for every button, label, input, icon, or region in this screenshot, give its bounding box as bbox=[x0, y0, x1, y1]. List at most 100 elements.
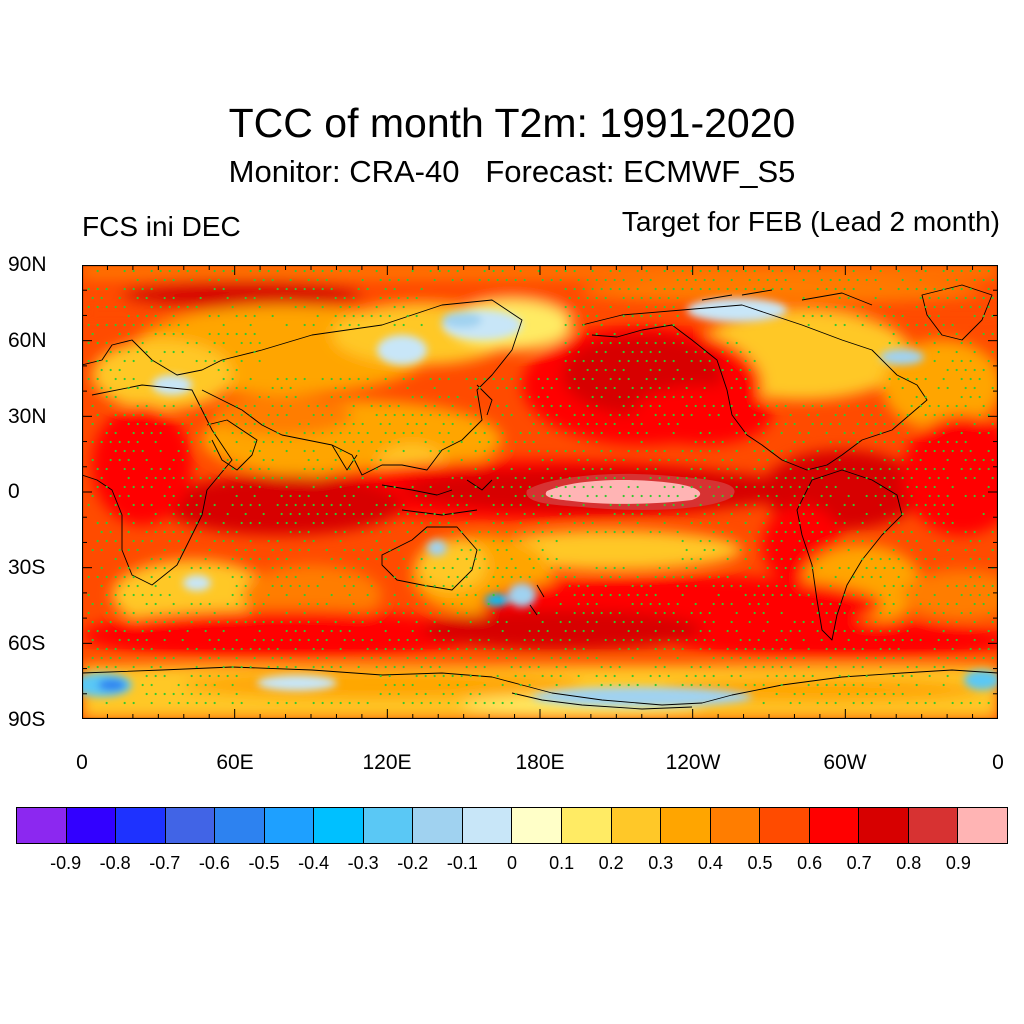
stipple-dot bbox=[843, 611, 846, 615]
stipple-dot bbox=[726, 341, 729, 345]
stipple-dot bbox=[897, 431, 900, 435]
stipple-dot bbox=[690, 449, 693, 453]
stipple-dot bbox=[559, 404, 562, 408]
stipple-dot bbox=[573, 485, 576, 489]
stipple-dot bbox=[433, 386, 436, 390]
stipple-dot bbox=[132, 593, 135, 597]
stipple-dot bbox=[352, 638, 355, 642]
stipple-dot bbox=[910, 458, 913, 462]
stipple-dot bbox=[852, 647, 855, 651]
correlation-map bbox=[81, 264, 999, 720]
stipple-dot bbox=[537, 521, 540, 525]
stipple-dot bbox=[208, 476, 211, 480]
stipple-dot bbox=[285, 431, 288, 435]
stipple-dot bbox=[807, 467, 810, 471]
stipple-dot bbox=[726, 629, 729, 633]
stipple-dot bbox=[582, 377, 585, 381]
stipple-dot bbox=[874, 656, 877, 660]
colorbar-cell bbox=[165, 808, 216, 843]
stipple-dot bbox=[802, 656, 805, 660]
stipple-dot bbox=[807, 503, 810, 507]
stipple-dot bbox=[591, 287, 594, 291]
stipple-dot bbox=[811, 566, 814, 570]
colorbar-cell bbox=[611, 808, 662, 843]
stipple-dot bbox=[739, 656, 742, 660]
stipple-dot bbox=[154, 332, 157, 336]
stipple-dot bbox=[991, 458, 994, 462]
stipple-dot bbox=[361, 620, 364, 624]
stipple-dot bbox=[424, 494, 427, 498]
stipple-dot bbox=[762, 683, 765, 687]
stipple-dot bbox=[802, 278, 805, 282]
stipple-dot bbox=[240, 503, 243, 507]
stipple-dot bbox=[748, 440, 751, 444]
stipple-dot bbox=[753, 467, 756, 471]
stipple-dot bbox=[586, 422, 589, 426]
stipple-dot bbox=[402, 431, 405, 435]
stipple-dot bbox=[672, 413, 675, 417]
stipple-dot bbox=[280, 656, 283, 660]
stipple-dot bbox=[910, 620, 913, 624]
stipple-dot bbox=[753, 449, 756, 453]
stipple-dot bbox=[496, 404, 499, 408]
stipple-dot bbox=[946, 512, 949, 516]
stipple-dot bbox=[978, 575, 981, 579]
stipple-dot bbox=[708, 611, 711, 615]
stipple-dot bbox=[982, 494, 985, 498]
stipple-dot bbox=[307, 620, 310, 624]
stipple-dot bbox=[447, 485, 450, 489]
stipple-dot bbox=[343, 440, 346, 444]
stipple-dot bbox=[987, 629, 990, 633]
stipple-dot bbox=[802, 494, 805, 498]
stipple-dot bbox=[289, 440, 292, 444]
stipple-dot bbox=[186, 485, 189, 489]
stipple-dot bbox=[523, 386, 526, 390]
stipple-dot bbox=[460, 476, 463, 480]
stipple-dot bbox=[879, 305, 882, 309]
stipple-dot bbox=[528, 647, 531, 651]
stipple-dot bbox=[528, 629, 531, 633]
stipple-dot bbox=[879, 557, 882, 561]
stipple-dot bbox=[775, 692, 778, 696]
stipple-dot bbox=[483, 683, 486, 687]
colorbar-label: 0.5 bbox=[747, 853, 773, 873]
stipple-dot bbox=[550, 566, 553, 570]
stipple-dot bbox=[676, 584, 679, 588]
stipple-dot bbox=[640, 278, 643, 282]
stipple-dot bbox=[694, 584, 697, 588]
stipple-dot bbox=[951, 359, 954, 363]
stipple-dot bbox=[600, 323, 603, 327]
stipple-dot bbox=[123, 593, 126, 597]
stipple-dot bbox=[181, 332, 184, 336]
stipple-dot bbox=[393, 431, 396, 435]
stipple-dot bbox=[640, 314, 643, 318]
stipple-dot bbox=[699, 503, 702, 507]
stipple-dot bbox=[865, 620, 868, 624]
stipple-dot bbox=[586, 530, 589, 534]
stipple-dot bbox=[951, 413, 954, 417]
stipple-dot bbox=[924, 575, 927, 579]
stipple-dot bbox=[870, 539, 873, 543]
stipple-dot bbox=[258, 305, 261, 309]
stipple-dot bbox=[208, 440, 211, 444]
stipple-dot bbox=[654, 611, 657, 615]
stipple-dot bbox=[730, 512, 733, 516]
stipple-dot bbox=[721, 458, 724, 462]
stipple-dot bbox=[951, 701, 954, 705]
stipple-dot bbox=[636, 611, 639, 615]
stipple-dot bbox=[213, 611, 216, 615]
stipple-dot bbox=[870, 575, 873, 579]
stipple-dot bbox=[235, 458, 238, 462]
stipple-dot bbox=[928, 404, 931, 408]
colorbar-cell bbox=[859, 808, 909, 843]
stipple-dot bbox=[798, 269, 801, 273]
stipple-dot bbox=[514, 692, 517, 696]
stipple-dot bbox=[928, 620, 931, 624]
stipple-dot bbox=[370, 530, 373, 534]
stipple-dot bbox=[307, 278, 310, 282]
stipple-dot bbox=[114, 395, 117, 399]
stipple-dot bbox=[564, 467, 567, 471]
stipple-dot bbox=[717, 683, 720, 687]
stipple-dot bbox=[721, 602, 724, 606]
stipple-dot bbox=[793, 422, 796, 426]
